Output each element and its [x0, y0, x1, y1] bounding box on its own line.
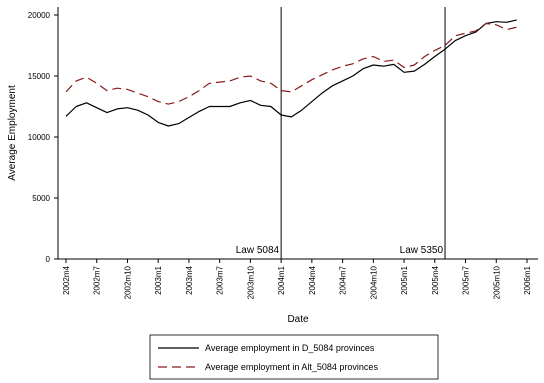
- x-axis-ticks: 2002m4 2002m7 2002m10 2003m1 2003m4 2003m7 200…: [62, 259, 532, 299]
- x-tick-label: 2005m7: [462, 265, 471, 294]
- x-tick-label: 2004m10: [369, 265, 378, 299]
- x-tick-label: 2002m4: [62, 265, 71, 294]
- series-lines: [65, 19, 517, 127]
- x-tick-label: 2003m1: [154, 265, 163, 294]
- x-tick-label: 2005m10: [492, 265, 501, 299]
- series-line-d5084: [65, 19, 517, 127]
- legend-box: [149, 334, 439, 380]
- y-tick-label: 15000: [28, 72, 51, 81]
- x-tick-label: 2004m7: [339, 265, 348, 294]
- y-tick-label: 5000: [32, 194, 50, 203]
- x-tick-label: 2006m1: [523, 265, 532, 294]
- x-tick-label: 2005m4: [431, 265, 440, 294]
- y-tick-label: 0: [46, 255, 51, 264]
- y-axis-ticks: 0 5000 10000 15000 20000: [28, 11, 58, 264]
- x-tick-label: 2005m1: [400, 265, 409, 294]
- legend-label-alt5084: Average employment in Alt_5084 provinces: [205, 362, 378, 372]
- x-tick-label: 2004m1: [277, 265, 286, 294]
- legend: Average employment in D_5084 provinces A…: [149, 334, 439, 380]
- legend-label-d5084: Average employment in D_5084 provinces: [205, 343, 375, 353]
- law-label: Law 5350: [400, 245, 444, 256]
- x-tick-label: 2002m10: [123, 265, 132, 299]
- x-axis-title: Date: [287, 314, 309, 325]
- y-tick-label: 20000: [28, 11, 51, 20]
- law-label: Law 5084: [236, 245, 280, 256]
- y-axis-title: Average Employment: [7, 85, 18, 181]
- y-tick-label: 10000: [28, 133, 51, 142]
- x-tick-label: 2002m7: [93, 265, 102, 294]
- x-tick-label: 2003m4: [185, 265, 194, 294]
- x-tick-label: 2003m10: [246, 265, 255, 299]
- x-tick-label: 2003m7: [216, 265, 225, 294]
- x-tick-label: 2004m4: [308, 265, 317, 294]
- series-line-alt5084: [65, 22, 517, 105]
